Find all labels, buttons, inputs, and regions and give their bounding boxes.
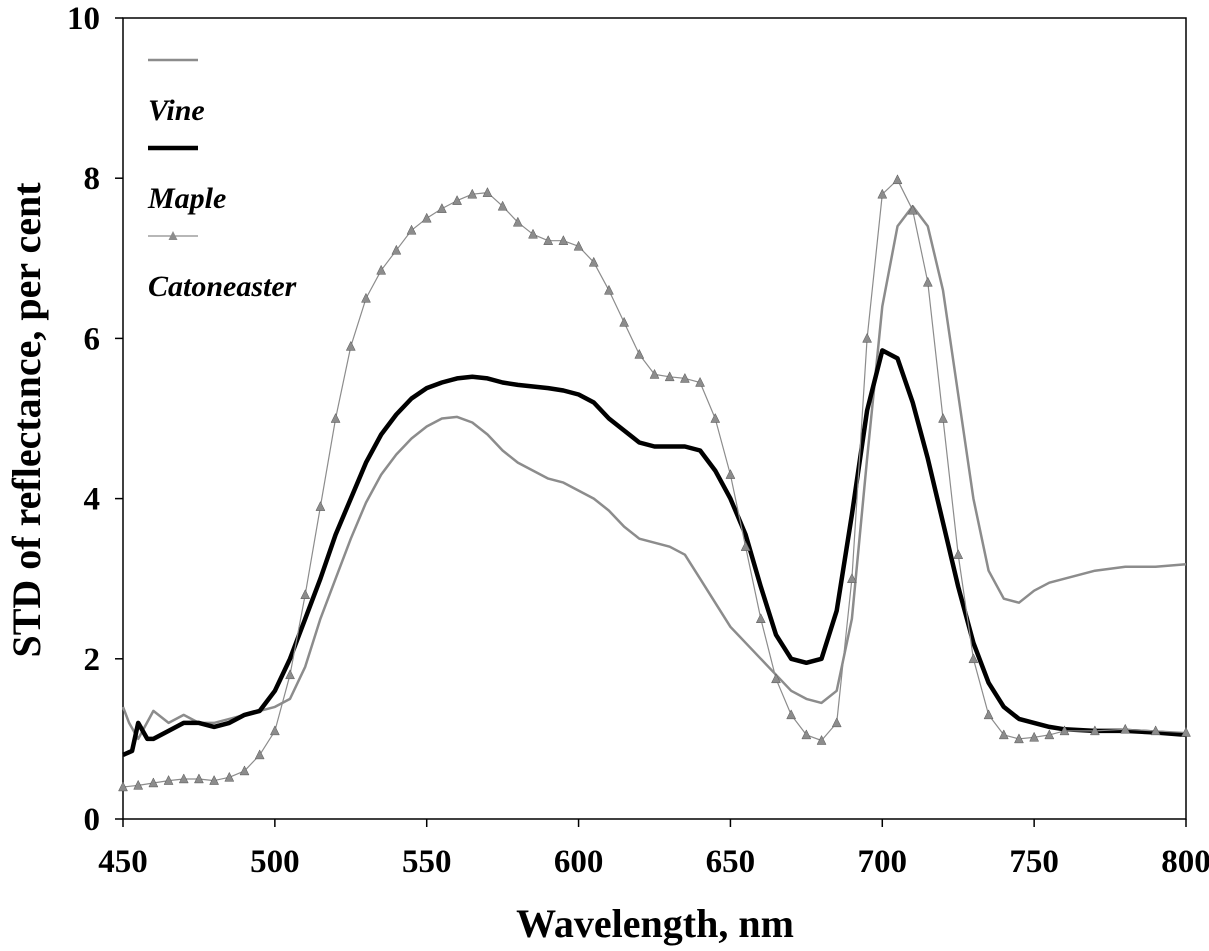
data-point (194, 773, 204, 784)
data-point (725, 469, 736, 479)
data-point (710, 412, 721, 423)
data-point (467, 188, 478, 199)
y-tick-label: 6 (84, 321, 101, 357)
x-tick-label: 500 (250, 844, 300, 880)
data-point (118, 781, 128, 792)
data-point (1120, 723, 1131, 734)
data-point (1089, 725, 1100, 736)
data-point (224, 771, 235, 782)
data-point (695, 376, 705, 387)
y-axis: 0 2 4 6 8 10 (67, 1, 123, 838)
data-point (1059, 725, 1070, 736)
data-point (649, 368, 660, 379)
data-point (436, 203, 447, 213)
data-point (998, 729, 1009, 740)
data-point (406, 224, 417, 235)
x-tick-label: 750 (1009, 844, 1059, 880)
data-point (588, 256, 599, 267)
x-tick-label: 650 (706, 844, 756, 880)
data-point (679, 372, 690, 383)
data-point (1044, 729, 1055, 740)
data-point (239, 765, 250, 776)
y-tick-label: 10 (67, 1, 100, 37)
data-point (1150, 725, 1161, 736)
data-point (543, 235, 554, 245)
data-point (634, 348, 645, 359)
data-point (740, 541, 751, 551)
data-point (786, 709, 797, 720)
data-point (345, 340, 356, 351)
data-point (604, 284, 614, 295)
legend-label-maple: Maple (147, 182, 226, 215)
series-vine (121, 204, 1187, 741)
data-point (254, 749, 265, 760)
data-point (619, 316, 630, 327)
data-point (771, 673, 781, 684)
x-tick-label: 700 (858, 844, 908, 880)
data-point (922, 276, 933, 287)
x-axis: 450 500 550 600 650 700 750 800 (98, 819, 1209, 880)
data-point (1014, 733, 1024, 744)
data-point (953, 549, 964, 559)
data-point (285, 669, 295, 680)
legend-marker-icon (168, 231, 178, 240)
data-point (1029, 731, 1040, 742)
data-point (452, 195, 462, 205)
data-point (907, 204, 918, 215)
data-point (497, 200, 508, 211)
data-point (209, 774, 220, 785)
data-point (163, 774, 174, 785)
data-point (421, 212, 432, 223)
series-layer (118, 174, 1191, 792)
data-point (862, 332, 873, 343)
data-point (512, 216, 523, 227)
data-point (755, 613, 766, 623)
data-point (983, 709, 994, 720)
y-tick-label: 2 (84, 642, 101, 678)
data-point (528, 228, 538, 239)
legend: Vine Maple Catoneaster (147, 58, 297, 303)
data-point (361, 292, 371, 303)
data-point (269, 725, 280, 736)
x-tick-label: 600 (554, 844, 604, 880)
data-point (391, 244, 402, 255)
data-point (816, 734, 827, 745)
series-catoneaster (118, 174, 1191, 792)
series-maple (122, 348, 1187, 757)
y-tick-label: 4 (84, 482, 101, 518)
data-point (482, 187, 493, 197)
x-axis-title: Wavelength, nm (516, 901, 794, 946)
data-point (133, 779, 144, 790)
plot-area (122, 17, 1187, 820)
data-point (968, 653, 979, 664)
x-tick-label: 550 (402, 844, 452, 880)
data-point (877, 188, 888, 199)
data-point (315, 501, 326, 511)
data-point (801, 729, 812, 740)
data-point (892, 174, 903, 185)
series-line-vine (121, 204, 1187, 741)
data-point (376, 264, 387, 275)
data-point (573, 240, 584, 251)
data-point (847, 573, 857, 583)
y-axis-title: STD of reflectance, per cent (4, 182, 49, 658)
data-point (178, 773, 189, 784)
data-point (831, 717, 842, 728)
data-point (148, 777, 159, 788)
data-point (938, 412, 948, 423)
data-point (300, 589, 311, 599)
x-tick-label: 800 (1161, 844, 1209, 880)
x-tick-label: 450 (98, 844, 148, 880)
y-tick-label: 0 (84, 802, 101, 838)
data-point (1181, 726, 1191, 737)
series-line-maple (122, 348, 1187, 757)
legend-label-catoneaster: Catoneaster (148, 270, 297, 303)
y-tick-label: 8 (84, 161, 101, 197)
data-point (558, 235, 569, 245)
legend-label-vine: Vine (148, 94, 205, 127)
data-point (664, 371, 675, 382)
data-point (330, 412, 341, 423)
